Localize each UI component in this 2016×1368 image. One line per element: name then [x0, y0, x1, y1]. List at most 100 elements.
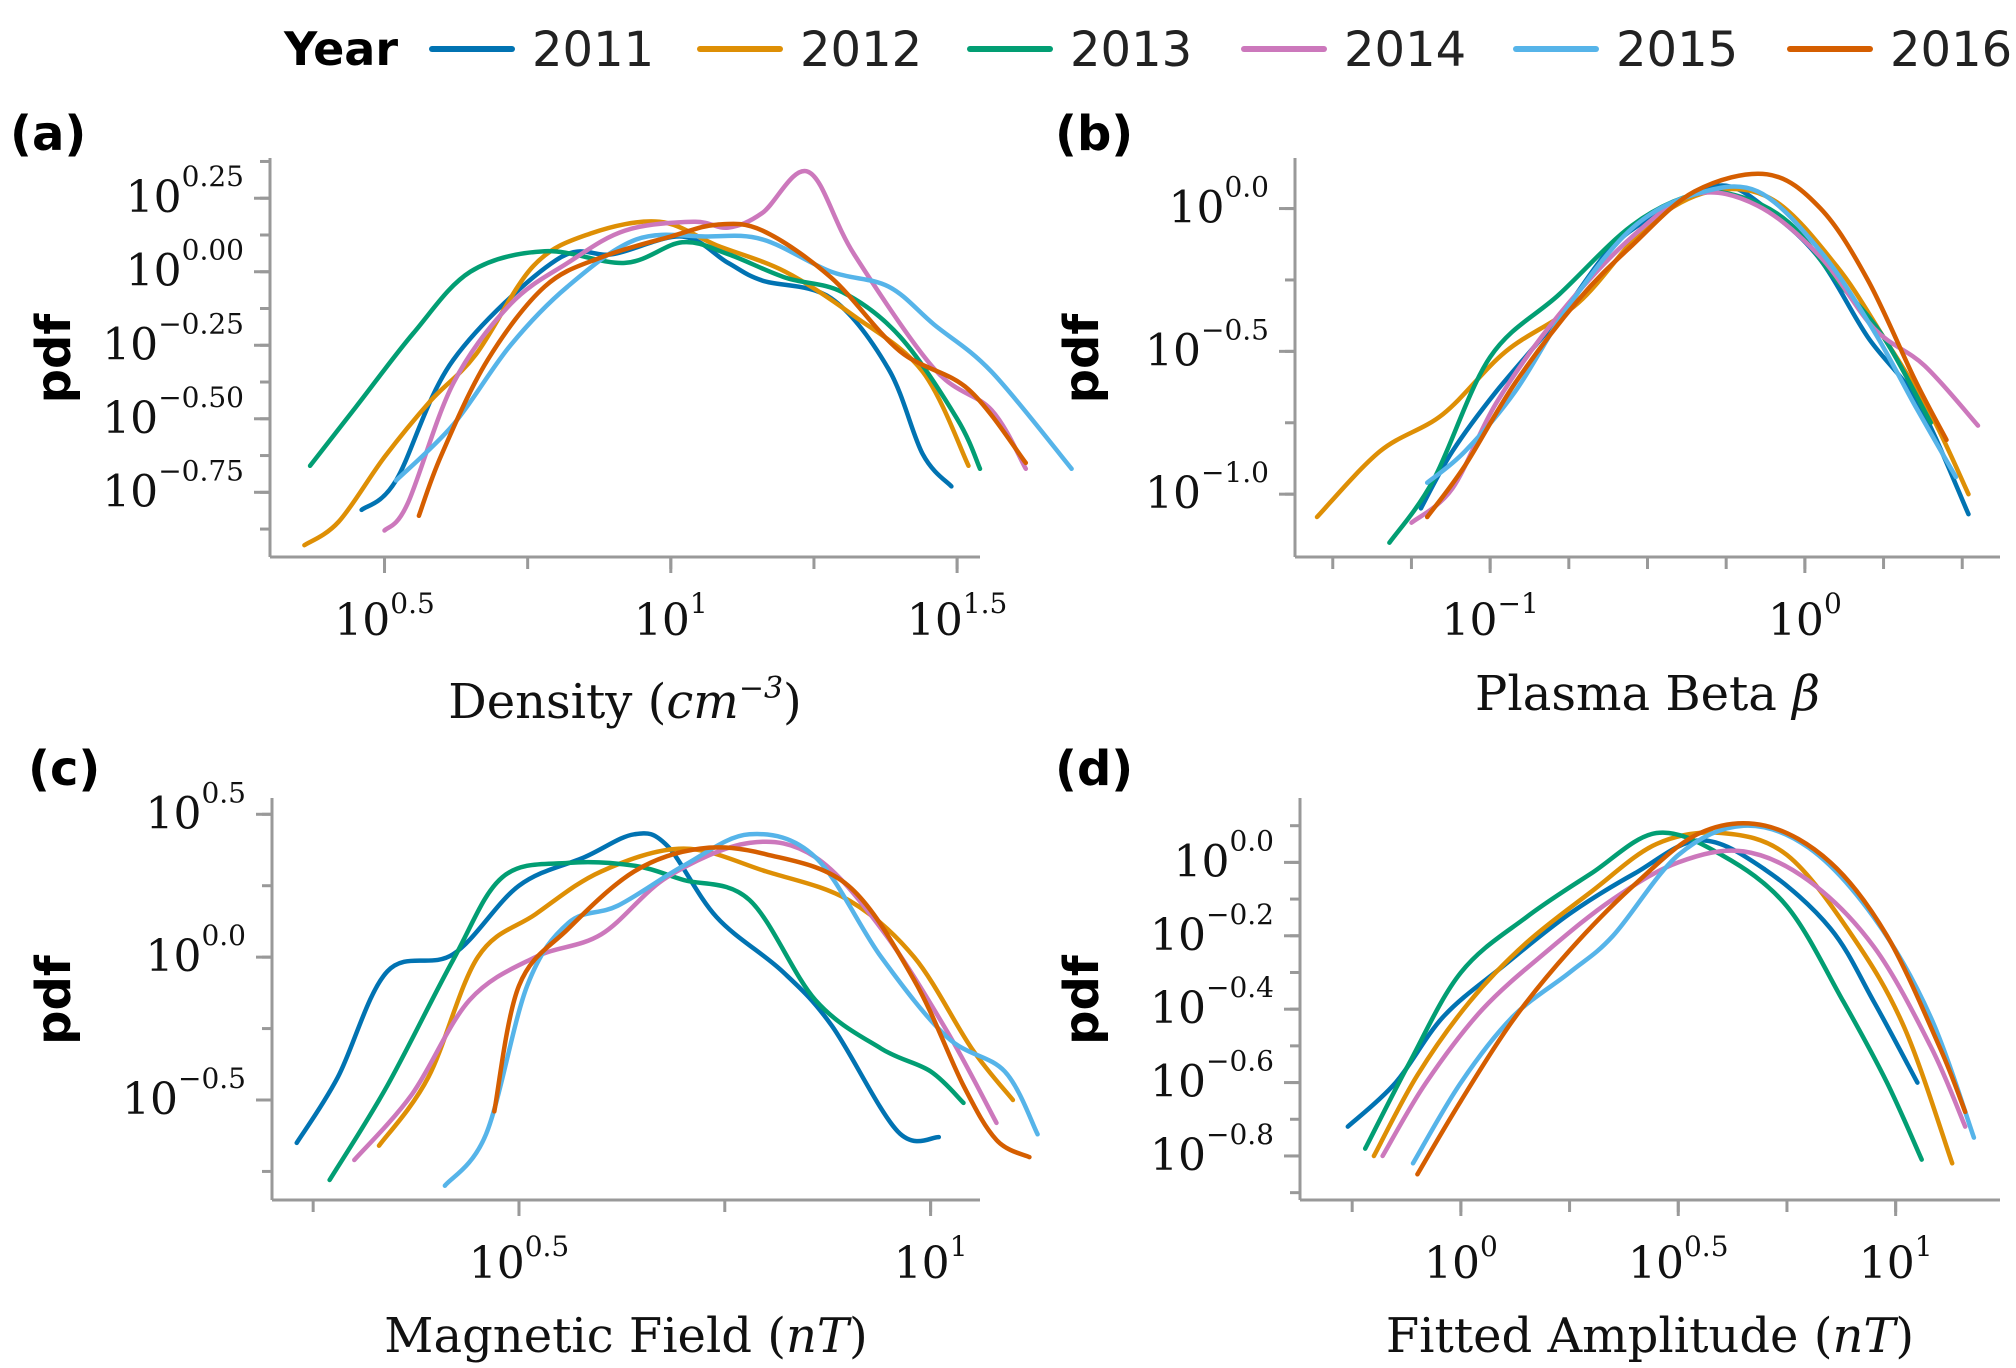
y-tick-exp: −1.0	[1201, 456, 1269, 489]
y-tick-exp: 0.25	[182, 160, 244, 193]
x-tick-label: 100	[1424, 1230, 1498, 1289]
legend-entry: 2016	[1787, 22, 2012, 78]
x-axis-label-paren: (	[1798, 1308, 1832, 1364]
legend-entry: 2013	[967, 22, 1192, 78]
series-line-2013	[327, 859, 966, 1183]
x-tick-base: 10	[1768, 595, 1824, 646]
x-tick-exp: 1	[690, 587, 708, 620]
y-tick-label: 10−0.75	[102, 454, 244, 517]
x-tick-exp: 0.5	[525, 1230, 570, 1263]
x-axis-label-unit-exp: −3	[739, 671, 783, 706]
legend-label: 2012	[800, 22, 922, 78]
x-tick-base: 10	[334, 595, 390, 646]
x-axis-label: Magnetic Field (nT)	[384, 1308, 867, 1364]
x-axis-label-paren: )	[783, 674, 802, 730]
y-tick-base: 10	[1150, 1057, 1206, 1108]
series-line-2011	[1345, 838, 1920, 1129]
y-tick-label: 10−1.0	[1145, 456, 1269, 519]
y-tick-base: 10	[1145, 468, 1201, 519]
legend-label: 2011	[532, 22, 654, 78]
series-line-2012	[376, 846, 1016, 1148]
y-tick-exp: −0.8	[1206, 1118, 1274, 1151]
y-tick-base: 10	[102, 319, 158, 370]
x-tick-label: 100.5	[1628, 1230, 1729, 1289]
x-axis-label-paren: )	[1895, 1308, 1914, 1364]
y-tick-exp: −0.5	[1201, 313, 1269, 346]
x-tick-base: 10	[907, 595, 963, 646]
x-tick-exp: 0	[1480, 1230, 1498, 1263]
y-tick-exp: 0.0	[1224, 171, 1269, 204]
y-tick-label: 100.0	[145, 919, 246, 982]
series-line-2013	[307, 239, 983, 472]
x-axis-label-paren: )	[849, 1308, 868, 1364]
y-tick-base: 10	[145, 788, 201, 839]
y-tick-exp: −0.5	[178, 1062, 246, 1095]
x-axis-label-text: Magnetic Field	[384, 1308, 752, 1364]
y-tick-base: 10	[1173, 836, 1229, 887]
x-tick-label: 101	[634, 587, 708, 646]
y-tick-label: 100.0	[1168, 171, 1269, 234]
y-tick-exp: 0.0	[1229, 824, 1274, 857]
y-tick-exp: 0.00	[182, 234, 244, 267]
y-tick-base: 10	[102, 466, 158, 517]
x-tick-base: 10	[469, 1238, 525, 1289]
series-line-2016	[492, 845, 1032, 1160]
legend-entry: 2011	[429, 22, 654, 78]
legend: Year 2011 2012 2013 2014 2015 2016	[283, 22, 2012, 78]
x-axis-label: Fitted Amplitude (nT)	[1386, 1308, 1914, 1364]
x-axis-label-paren: (	[632, 674, 666, 730]
series-line-2015	[442, 831, 1040, 1188]
y-tick-base: 10	[1168, 183, 1224, 234]
legend-label: 2016	[1890, 22, 2012, 78]
x-tick-label: 100.5	[334, 587, 435, 646]
y-tick-label: 100.00	[126, 234, 244, 297]
series-line-2014	[352, 839, 999, 1163]
y-tick-exp: −0.2	[1206, 898, 1274, 931]
y-tick-base: 10	[1150, 983, 1206, 1034]
legend-label: 2013	[1070, 22, 1192, 78]
x-axis-label-text: Fitted Amplitude	[1386, 1308, 1799, 1364]
legend-entry: 2014	[1241, 22, 1466, 78]
panel-label: (a)	[10, 106, 86, 162]
series-line-2013	[1362, 830, 1924, 1162]
y-tick-exp: 0.5	[201, 776, 246, 809]
legend-entry: 2015	[1513, 22, 1738, 78]
legend-entry: 2012	[697, 22, 922, 78]
x-axis-label-unit: cm	[666, 674, 738, 730]
y-tick-label: 10−0.4	[1150, 971, 1274, 1034]
y-tick-label: 100.25	[126, 160, 244, 223]
y-tick-exp: −0.6	[1206, 1045, 1274, 1078]
x-axis-label-text: Plasma Beta	[1475, 666, 1777, 722]
x-tick-base: 10	[1441, 595, 1497, 646]
panel-label: (b)	[1055, 106, 1133, 162]
y-tick-label: 10−0.5	[1145, 313, 1269, 376]
panel-label: (c)	[28, 741, 100, 797]
y-axis-label: pdf	[1054, 954, 1110, 1045]
x-tick-base: 10	[634, 595, 690, 646]
y-tick-base: 10	[1150, 1130, 1206, 1181]
x-tick-exp: 0.5	[1684, 1230, 1729, 1263]
x-tick-exp: 1.5	[963, 587, 1008, 620]
series-line-2011	[1418, 183, 1971, 517]
y-tick-base: 10	[145, 931, 201, 982]
x-tick-label: 101	[1859, 1230, 1933, 1289]
y-tick-label: 10−0.50	[102, 381, 244, 444]
legend-label: 2014	[1344, 22, 1466, 78]
panel: (a)100.25100.0010−0.2510−0.5010−0.75100.…	[10, 106, 1074, 730]
x-axis-label: Density (cm−3)	[448, 671, 802, 730]
y-tick-base: 10	[126, 246, 182, 297]
y-tick-base: 10	[1150, 910, 1206, 961]
y-tick-base: 10	[1145, 325, 1201, 376]
x-axis-label: Plasma Beta β	[1475, 666, 1820, 722]
x-axis-label-space	[1777, 666, 1792, 722]
x-tick-exp: 1	[950, 1230, 968, 1263]
y-tick-exp: −0.25	[158, 307, 244, 340]
x-tick-label: 101.5	[907, 587, 1008, 646]
y-tick-exp: −0.50	[158, 381, 244, 414]
series-line-2015	[1424, 184, 1959, 485]
x-axis-label-paren: (	[752, 1308, 786, 1364]
